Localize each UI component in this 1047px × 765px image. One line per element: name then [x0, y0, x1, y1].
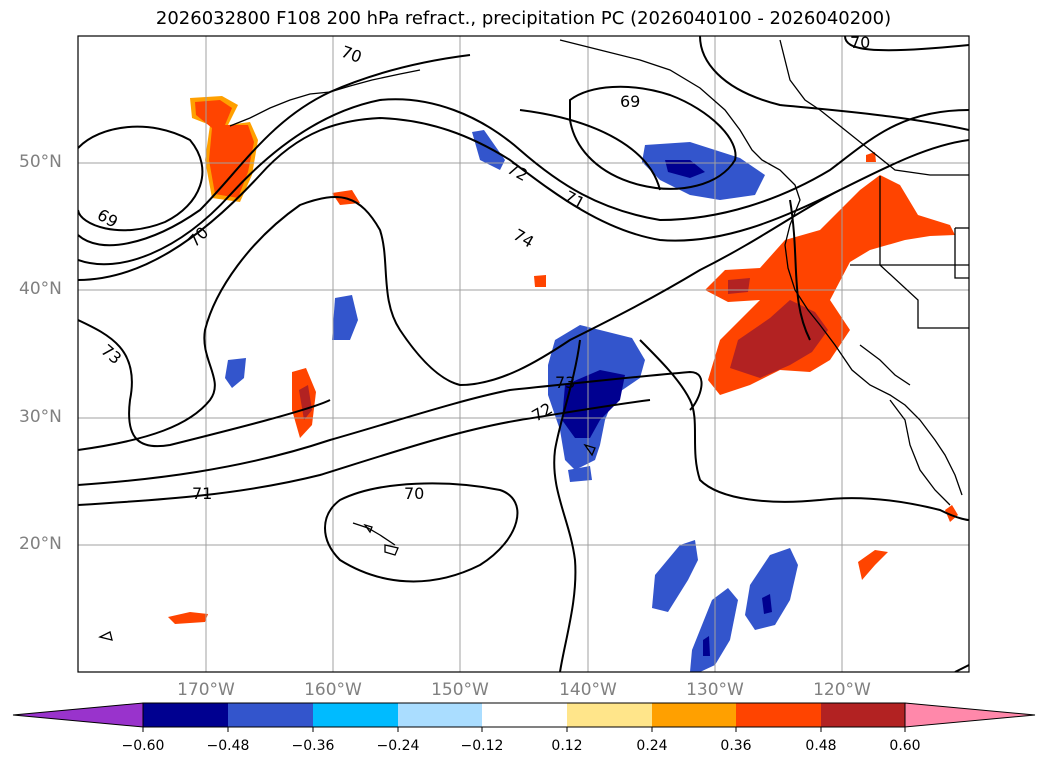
contour-label: 73 [555, 373, 575, 392]
lon-label: 170°W [177, 680, 235, 700]
precip-positive-areas [168, 96, 958, 624]
lon-label: 150°W [431, 680, 489, 700]
lat-label: 50°N [19, 152, 62, 172]
map-frame [77, 35, 970, 673]
colorbar-tick-label: 0.12 [551, 738, 583, 754]
colorbar-segment [143, 703, 228, 727]
contour-label: 70 [404, 484, 424, 503]
contour-label: 70 [850, 33, 870, 52]
lon-label: 140°W [559, 680, 617, 700]
colorbar-segment [482, 703, 567, 727]
colorbar-segment [228, 703, 313, 727]
colorbar-segment [821, 703, 905, 727]
precip-negative-areas [225, 130, 798, 672]
colorbar-tick-label: 0.60 [889, 738, 921, 754]
contour-label: 71 [192, 484, 212, 503]
colorbar-tick-label: 0.36 [720, 738, 752, 754]
lat-label: 20°N [19, 534, 62, 554]
lat-label: 30°N [19, 407, 62, 427]
colorbar-segment [736, 703, 821, 727]
refractivity-contours [78, 36, 969, 672]
colorbar-segment [567, 703, 652, 727]
colorbar-tick-label: −0.48 [206, 738, 250, 754]
colorbar-tick-label: −0.60 [121, 738, 165, 754]
colorbar-tick-label: −0.24 [376, 738, 420, 754]
colorbar-tick-label: −0.12 [460, 738, 504, 754]
lon-label: 120°W [813, 680, 871, 700]
colorbar-tick-label: 0.24 [636, 738, 668, 754]
colorbar [12, 702, 1036, 732]
colorbar-segment [652, 703, 736, 727]
colorbar-right-arrow [904, 702, 1036, 728]
lon-label: 130°W [686, 680, 744, 700]
colorbar-segment [398, 703, 482, 727]
coastlines [98, 39, 969, 641]
colorbar-left-arrow [12, 702, 144, 728]
colorbar-tick-label: −0.36 [291, 738, 335, 754]
lat-label: 40°N [19, 279, 62, 299]
map-title: 2026032800 F108 200 hPa refract., precip… [155, 8, 892, 29]
colorbar-outline [142, 702, 906, 728]
colorbar-tick-label: 0.48 [805, 738, 837, 754]
lon-label: 160°W [304, 680, 362, 700]
contour-label: 69 [620, 92, 640, 111]
colorbar-segment [313, 703, 398, 727]
